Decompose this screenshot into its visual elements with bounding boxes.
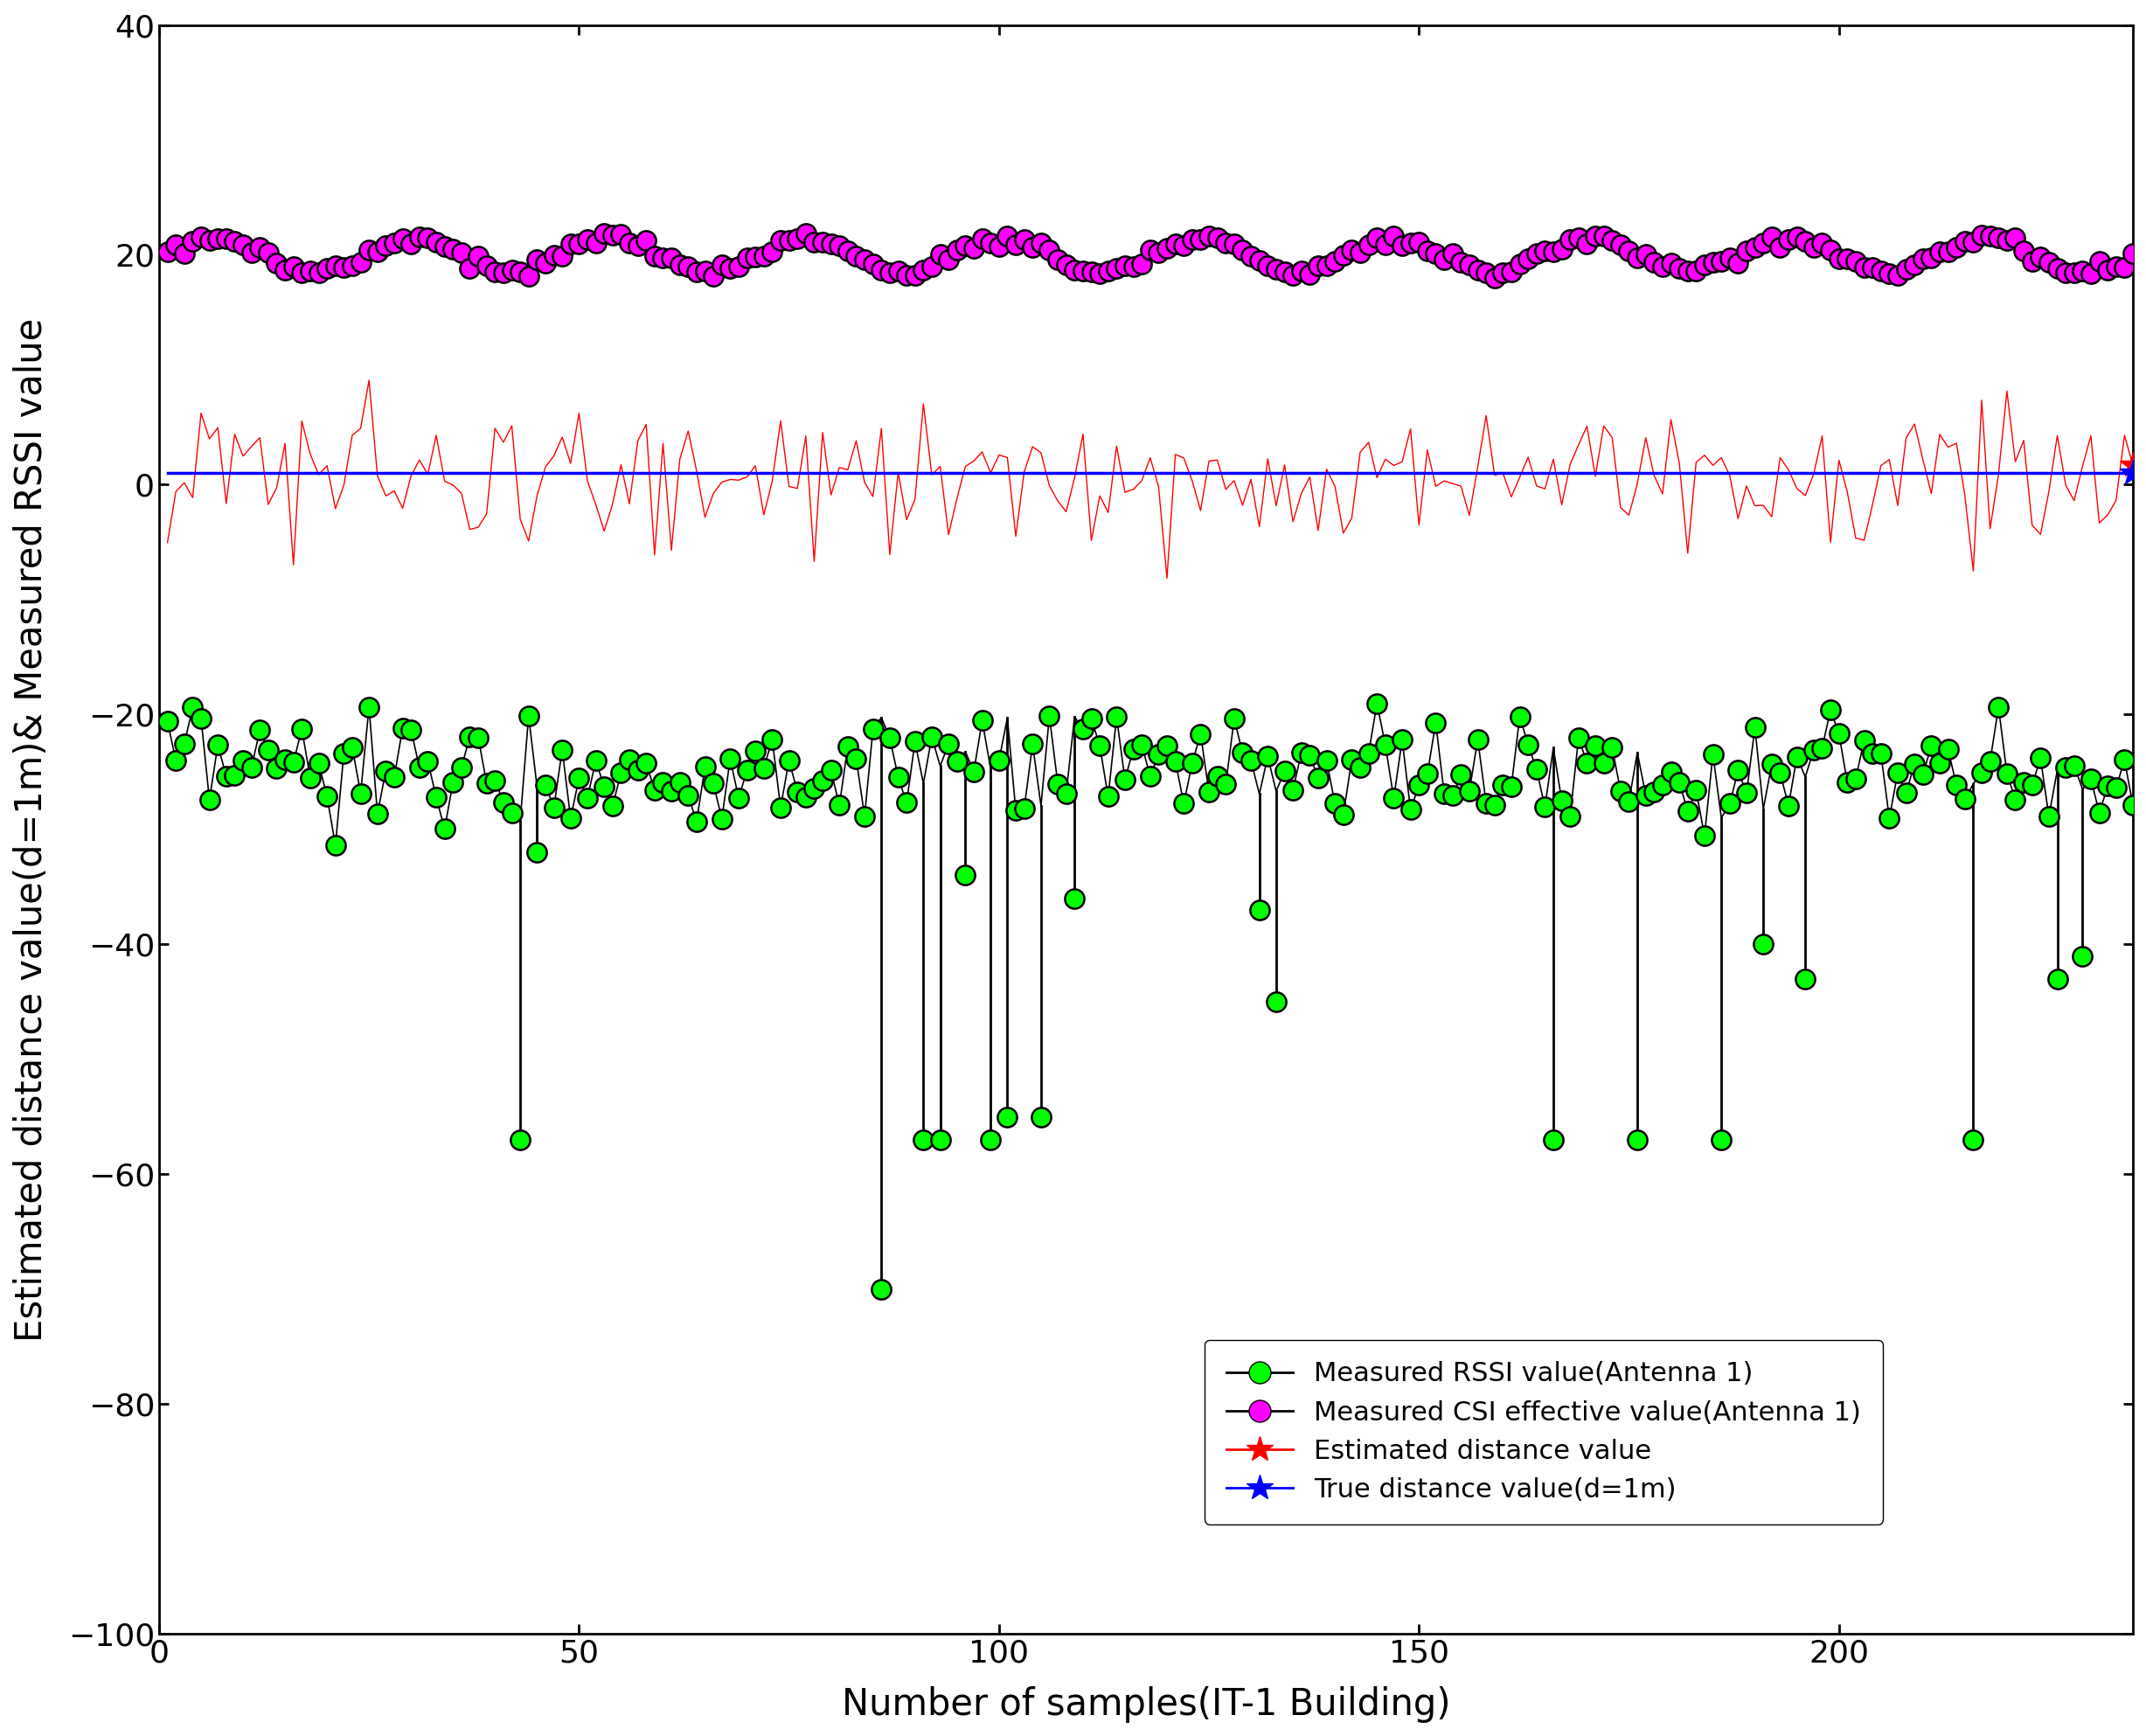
Measured CSI effective value(Antenna 1)	[155, 241, 180, 262]
Measured RSSI value(Antenna 1)	[869, 1279, 895, 1300]
Measured RSSI value(Antenna 1)	[238, 757, 264, 778]
Measured CSI effective value(Antenna 1)	[592, 224, 618, 245]
Legend: Measured RSSI value(Antenna 1), Measured CSI effective value(Antenna 1), Estimat: Measured RSSI value(Antenna 1), Measured…	[1204, 1340, 1882, 1524]
Line: Measured RSSI value(Antenna 1): Measured RSSI value(Antenna 1)	[157, 694, 2142, 1299]
Measured RSSI value(Antenna 1)	[1835, 773, 1861, 793]
Measured CSI effective value(Antenna 1)	[2120, 243, 2146, 264]
Measured RSSI value(Antenna 1)	[2120, 795, 2146, 816]
Line: Measured CSI effective value(Antenna 1): Measured CSI effective value(Antenna 1)	[157, 224, 2142, 286]
Measured RSSI value(Antenna 1)	[910, 1130, 936, 1151]
Measured CSI effective value(Antenna 1)	[700, 266, 725, 286]
Measured CSI effective value(Antenna 1)	[910, 260, 936, 281]
Measured CSI effective value(Antenna 1)	[1734, 240, 1760, 260]
Measured RSSI value(Antenna 1)	[1273, 760, 1298, 781]
Measured CSI effective value(Antenna 1)	[238, 243, 264, 264]
Measured RSSI value(Antenna 1)	[1365, 693, 1391, 713]
Measured RSSI value(Antenna 1)	[1734, 783, 1760, 804]
Measured RSSI value(Antenna 1)	[693, 757, 719, 778]
Y-axis label: Estimated distance value(d=1m)& Measured RSSI value: Estimated distance value(d=1m)& Measured…	[13, 318, 49, 1342]
Measured CSI effective value(Antenna 1)	[1273, 260, 1298, 281]
Measured RSSI value(Antenna 1)	[155, 710, 180, 731]
X-axis label: Number of samples(IT-1 Building): Number of samples(IT-1 Building)	[841, 1686, 1451, 1722]
Measured CSI effective value(Antenna 1)	[1481, 267, 1506, 288]
Measured CSI effective value(Antenna 1)	[1835, 248, 1861, 269]
